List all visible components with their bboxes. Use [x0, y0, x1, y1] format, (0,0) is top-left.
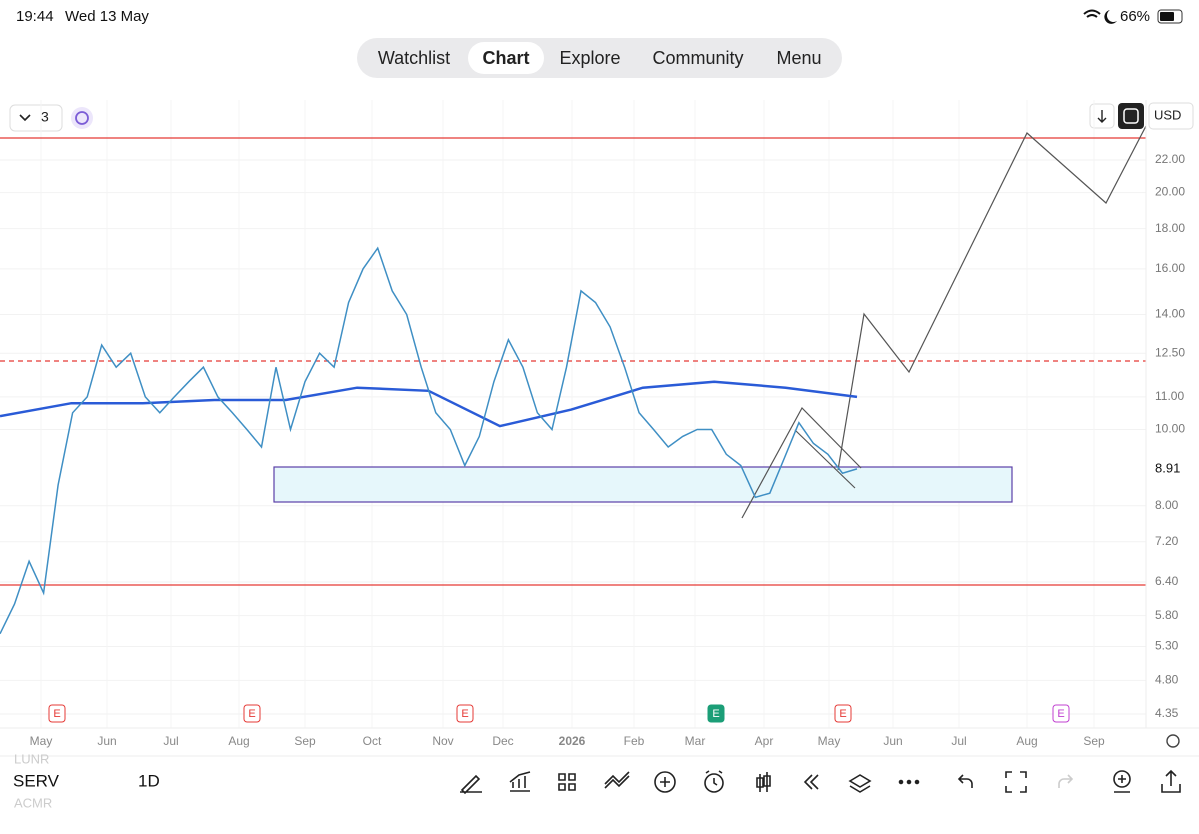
price-label: 12.50 [1155, 345, 1185, 359]
earnings-label[interactable]: E [248, 708, 255, 720]
time-label: Apr [755, 734, 774, 748]
price-label: 5.80 [1155, 608, 1179, 622]
share-icon[interactable] [1161, 769, 1181, 793]
moon-icon [1104, 10, 1117, 24]
tab[interactable]: Menu [776, 48, 821, 68]
price-label: 18.00 [1155, 221, 1185, 235]
time-label: Jun [883, 734, 902, 748]
earnings-marker [456, 704, 474, 723]
time-label: Nov [432, 734, 453, 748]
currency: USD [1154, 107, 1181, 122]
tab[interactable]: Explore [559, 48, 620, 68]
currency-button[interactable] [1148, 102, 1194, 130]
earnings-marker [1052, 704, 1070, 723]
price-label: 4.35 [1155, 706, 1179, 720]
earnings-marker [48, 704, 66, 723]
price-label: 4.80 [1155, 673, 1179, 687]
earnings-marker [707, 704, 725, 723]
time-label: Jun [97, 734, 116, 748]
time-label: Aug [228, 734, 249, 748]
time-label: Jul [951, 734, 966, 748]
price-label: 14.00 [1155, 307, 1185, 321]
chevron [19, 114, 31, 122]
watchlist-item: ACMR [14, 795, 52, 810]
demand-zone [273, 466, 1013, 503]
indicators-icon[interactable] [509, 771, 531, 792]
fullscreen-icon [1123, 108, 1139, 124]
layers-icon[interactable] [848, 774, 872, 793]
tool-icons [460, 769, 1181, 795]
price-line [0, 246, 858, 635]
earnings-label[interactable]: E [53, 708, 60, 720]
add-icon[interactable] [654, 771, 676, 793]
time-label: Sep [294, 734, 316, 748]
price-label: 10.00 [1155, 422, 1185, 436]
tab[interactable]: Chart [482, 48, 529, 68]
time-label: Feb [624, 734, 645, 748]
price-label: 22.00 [1155, 152, 1185, 166]
wifi-icon [1083, 9, 1101, 18]
battery-level [1160, 12, 1174, 21]
layout-count: 3 [41, 109, 49, 125]
earnings-marker [243, 704, 261, 723]
price-label: 8.00 [1155, 498, 1179, 512]
price-label: 5.30 [1155, 639, 1179, 653]
time-label: Aug [1016, 734, 1037, 748]
projection-drawing [741, 125, 1147, 519]
interval[interactable]: 1D [138, 771, 160, 790]
price-label: 7.20 [1155, 534, 1179, 548]
fullscreen-icon[interactable] [1005, 771, 1027, 793]
sync-icon [75, 111, 89, 125]
time-label: Oct [363, 734, 382, 748]
price-label: 6.40 [1155, 574, 1179, 588]
earnings-label[interactable]: E [839, 708, 846, 720]
battery-icon [1157, 9, 1183, 24]
tab[interactable]: Community [652, 48, 743, 68]
undo-icon[interactable] [957, 774, 973, 788]
alerts-icon[interactable] [1113, 770, 1131, 788]
time-label: Jul [163, 734, 178, 748]
status-date: Wed 13 May [65, 8, 149, 25]
alert-icon[interactable] [704, 773, 724, 793]
settings-icon[interactable] [1166, 734, 1180, 748]
earnings-label[interactable]: E [461, 708, 468, 720]
last-price: 8.91 [1155, 460, 1180, 475]
tab[interactable]: Watchlist [378, 48, 450, 68]
earnings-label[interactable]: E [712, 708, 719, 720]
chart-type-icon[interactable] [756, 772, 771, 792]
redo-icon [1058, 774, 1074, 788]
status-time: 19:44 [16, 8, 54, 25]
templates-icon[interactable] [558, 773, 576, 791]
earnings-label[interactable]: E [1057, 708, 1064, 720]
time-label: Dec [492, 734, 513, 748]
battery-text: 66% [1120, 8, 1150, 25]
replay-icon[interactable] [803, 774, 819, 790]
earnings-marker [834, 704, 852, 723]
price-label: 16.00 [1155, 261, 1185, 275]
time-label: May [818, 734, 841, 748]
layout-button[interactable] [9, 104, 63, 132]
price-label: 20.00 [1155, 185, 1185, 199]
download-icon [1097, 110, 1107, 123]
time-label: May [30, 734, 53, 748]
price-label: 11.00 [1155, 389, 1184, 403]
last-price-box [1148, 458, 1198, 479]
symbol[interactable]: SERV [13, 771, 60, 790]
fullscreen-button[interactable] [1118, 103, 1144, 129]
sync-button[interactable] [71, 107, 93, 129]
time-label: Mar [685, 734, 706, 748]
draw-icon[interactable] [460, 774, 482, 795]
watchlist-item: LUNR [14, 751, 49, 766]
compare-icon[interactable] [604, 771, 630, 789]
time-label: Sep [1083, 734, 1105, 748]
time-label: 2026 [559, 734, 586, 748]
active-tab-bg [468, 42, 544, 74]
